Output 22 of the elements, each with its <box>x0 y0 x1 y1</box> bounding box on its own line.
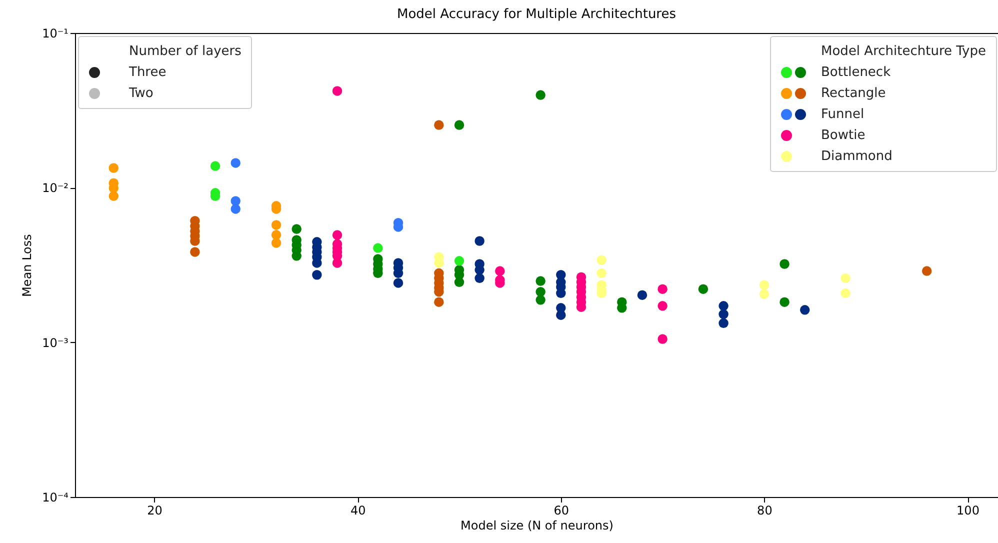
legend-label: Rectangle <box>821 86 886 101</box>
y-tick-label: 10⁻⁴ <box>42 490 69 504</box>
x-tick-label: 40 <box>350 504 366 518</box>
legend-label: Bowtie <box>821 128 866 143</box>
y-tick-label: 10⁻² <box>42 181 69 196</box>
y-axis-title: Mean Loss <box>20 234 34 297</box>
legend-label: Diammond <box>821 149 892 164</box>
x-tick-label: 100 <box>956 504 980 518</box>
x-tick-label: 60 <box>554 504 570 518</box>
x-tick-label: 80 <box>757 504 772 518</box>
legend-label: Funnel <box>821 107 864 122</box>
x-axis-title: Model size (N of neurons) <box>460 518 614 532</box>
y-tick-label: 10⁻¹ <box>42 26 69 40</box>
legend-label: Bottleneck <box>821 65 891 80</box>
annotation: Two <box>129 86 154 101</box>
x-tick-label: 20 <box>147 504 162 518</box>
chart-title: Model Accuracy for Multiple Architechtures <box>396 7 676 22</box>
legend-title: Model Architechture Type <box>821 44 986 59</box>
legend-box: Number of layers Three Two <box>78 36 252 109</box>
annotation: Three <box>129 65 166 80</box>
annotation: Number of layers <box>129 44 242 59</box>
y-tick-label: 10⁻³ <box>42 336 69 350</box>
